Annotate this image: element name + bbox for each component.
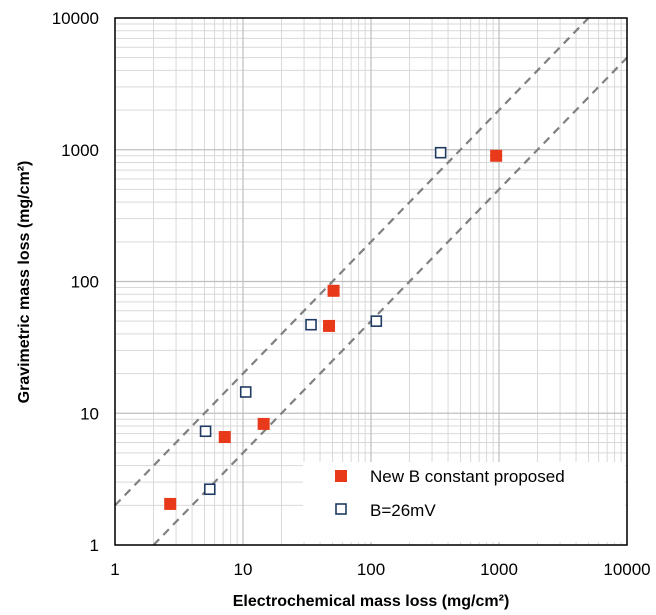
y-tick-label: 10 — [80, 404, 99, 423]
x-tick-label: 10 — [234, 560, 253, 579]
point-b-26mv — [199, 425, 212, 438]
point-b-26mv — [239, 386, 252, 398]
x-axis-ticks: 1 10 100 1000 10000 — [110, 560, 650, 579]
legend-label-b26: B=26mV — [370, 501, 436, 520]
point-b-26mv — [434, 146, 447, 159]
reference-lines — [114, 17, 628, 546]
legend-box — [303, 462, 625, 542]
x-axis-title: Electrochemical mass loss (mg/cm²) — [233, 593, 510, 610]
point-new-b-constant — [490, 149, 503, 162]
y-tick-label: 1000 — [61, 141, 99, 160]
point-b-26mv — [370, 315, 383, 327]
grid — [114, 17, 628, 546]
point-new-b-constant — [218, 431, 231, 444]
point-b-26mv — [203, 483, 216, 496]
x-tick-label: 1 — [110, 560, 119, 579]
y-tick-label: 100 — [71, 273, 99, 292]
y-tick-label: 1 — [90, 536, 99, 555]
point-new-b-constant — [257, 417, 270, 430]
x-tick-label: 1000 — [480, 560, 518, 579]
point-new-b-constant — [323, 319, 336, 332]
plot-frame — [114, 17, 628, 546]
legend: New B constant proposed B=26mV — [303, 462, 625, 542]
point-new-b-constant — [164, 497, 177, 510]
y-axis-ticks: 1 10 100 1000 10000 — [52, 9, 99, 555]
point-new-b-constant — [327, 284, 340, 297]
legend-marker-new-b — [335, 470, 347, 482]
data-points — [164, 146, 503, 510]
reference-line-lower — [152, 56, 628, 546]
legend-marker-b26 — [335, 503, 347, 515]
legend-label-new-b: New B constant proposed — [370, 467, 565, 486]
x-tick-label: 10000 — [603, 560, 650, 579]
y-axis-title: Gravimetric mass loss (mg/cm²) — [16, 161, 33, 404]
x-tick-label: 100 — [357, 560, 385, 579]
point-b-26mv — [305, 318, 317, 331]
reference-line-upper — [114, 17, 590, 507]
y-tick-label: 10000 — [52, 9, 99, 28]
